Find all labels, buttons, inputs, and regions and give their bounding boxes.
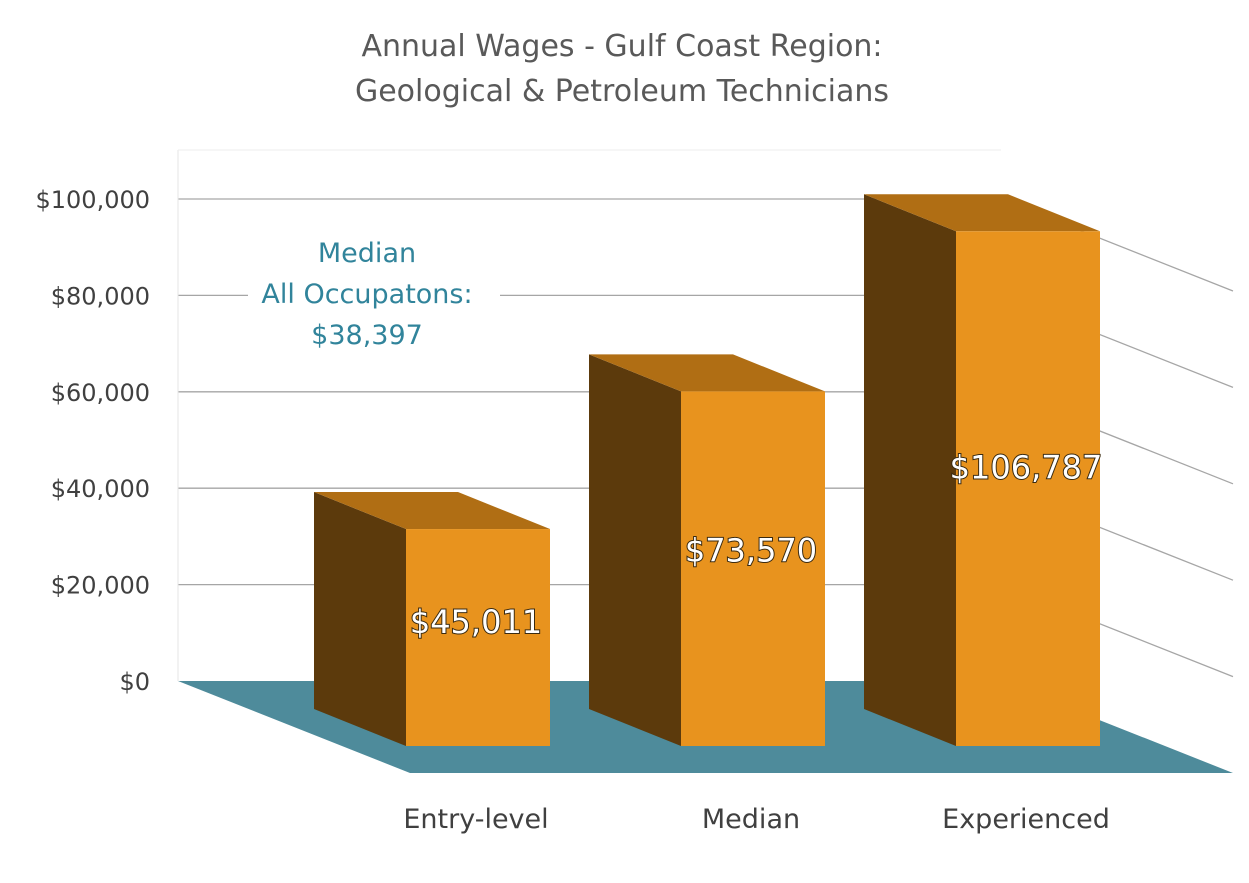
bar-front-face (681, 391, 825, 746)
chart-title-line-2: Geological & Petroleum Technicians (355, 74, 889, 109)
median-all-occupations-annotation: Median All Occupatons: $38,397 (248, 230, 500, 358)
y-axis-tick-labels: $0 $20,000 $40,000 $60,000 $80,000 $100,000 (35, 186, 150, 696)
x-axis-category-labels: Entry-level Median Experienced (403, 804, 1110, 835)
x-category-label: Experienced (942, 804, 1110, 835)
bar-value-label: $45,011 (410, 603, 542, 641)
chart-title-line-1: Annual Wages - Gulf Coast Region: (361, 29, 882, 64)
y-tick-label: $20,000 (51, 572, 150, 600)
bar: $106,787 (864, 194, 1103, 746)
bar: $45,011 (314, 492, 550, 746)
y-tick-label: $0 (119, 668, 150, 696)
bar-front-face (406, 529, 550, 746)
annotation-line-1: Median (318, 238, 416, 269)
y-tick-label: $60,000 (51, 379, 150, 407)
bar-side-face (589, 354, 681, 746)
bar-front-face (956, 231, 1100, 746)
bar-top-face (864, 194, 1100, 232)
bar-value-label: $73,570 (685, 532, 817, 570)
annotation-line-3: $38,397 (311, 320, 423, 351)
bar-value-label: $106,787 (950, 448, 1103, 486)
bar-side-face (864, 194, 956, 746)
x-category-label: Entry-level (403, 804, 548, 835)
y-tick-label: $100,000 (35, 186, 150, 214)
bars-layer: $45,011 $73,570 $106,787 (314, 194, 1103, 746)
bar-side-face (314, 492, 406, 746)
bar-top-face (314, 492, 550, 530)
y-tick-label: $40,000 (51, 475, 150, 503)
y-tick-label: $80,000 (51, 282, 150, 310)
annotation-background (248, 230, 500, 358)
x-category-label: Median (702, 804, 800, 835)
bar-top-face (589, 354, 825, 392)
annotation-line-2: All Occupatons: (261, 279, 472, 310)
bar: $73,570 (589, 354, 825, 746)
